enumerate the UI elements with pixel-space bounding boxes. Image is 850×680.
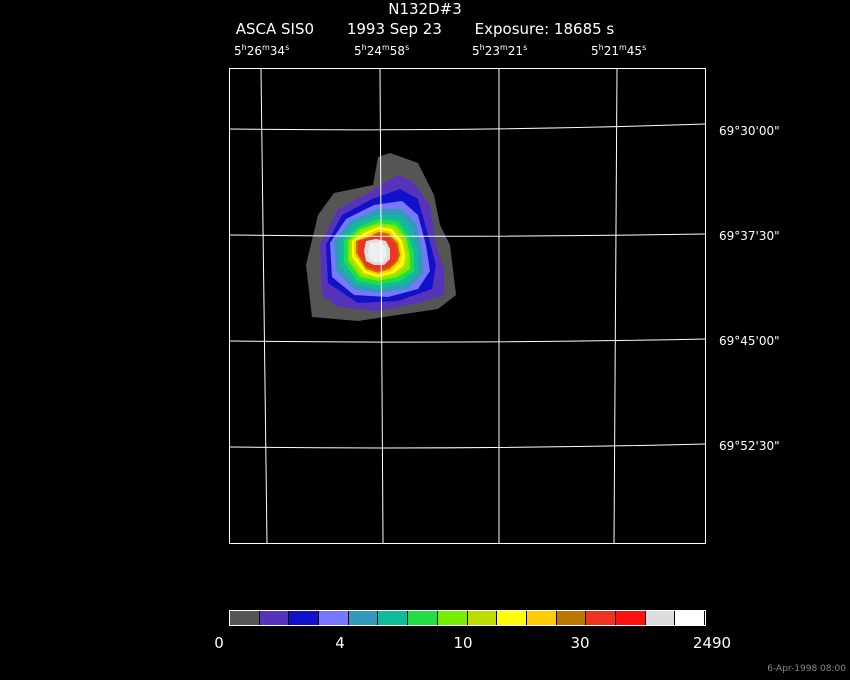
colorbar-swatch: [645, 611, 676, 625]
dec-tick-label: 69°52'30": [719, 439, 780, 453]
dec-tick-label: 69°30'00": [719, 124, 780, 138]
colorbar-swatch: [319, 611, 349, 625]
colorbar-label: 0: [214, 634, 224, 652]
colorbar-label: 2490: [692, 634, 732, 652]
colorbar-label: 30: [570, 634, 590, 652]
colorbar-label: 10: [453, 634, 473, 652]
colorbar-label: 4: [335, 634, 345, 652]
timestamp: 6-Apr-1998 08:00: [767, 664, 846, 674]
colorbar-swatch: [526, 611, 557, 625]
plot-frame: [229, 68, 706, 544]
dec-tick-label: 69°37'30": [719, 229, 780, 243]
colorbar-swatch: [408, 611, 438, 625]
colorbar-swatch: [497, 611, 527, 625]
colorbar-swatch: [348, 611, 379, 625]
observation-info: ASCA SIS0 1993 Sep 23 Exposure: 18685 s: [0, 20, 850, 38]
colorbar-swatch: [437, 611, 468, 625]
colorbar-swatch: [615, 611, 646, 625]
instrument-label: ASCA SIS0: [235, 20, 315, 38]
colorbar-swatch: [230, 611, 260, 625]
object-title: N132D#3: [388, 0, 462, 18]
ra-tick-label: 5h23m21s: [472, 43, 528, 59]
colorbar-swatch: [289, 611, 320, 625]
ra-tick-label: 5h21m45s: [591, 43, 647, 59]
colorbar: [229, 610, 706, 626]
exposure-label: Exposure: 18685 s: [474, 20, 615, 38]
colorbar-swatch: [378, 611, 409, 625]
ra-tick-label: 5h26m34s: [234, 43, 290, 59]
colorbar-swatch: [467, 611, 498, 625]
colorbar-swatch: [556, 611, 587, 625]
colorbar-swatch: [675, 611, 705, 625]
ra-tick-label: 5h24m58s: [354, 43, 410, 59]
date-label: 1993 Sep 23: [346, 20, 442, 38]
colorbar-swatch: [259, 611, 290, 625]
colorbar-swatch: [586, 611, 616, 625]
coordinate-grid: [229, 68, 706, 544]
dec-tick-label: 69°45'00": [719, 334, 780, 348]
